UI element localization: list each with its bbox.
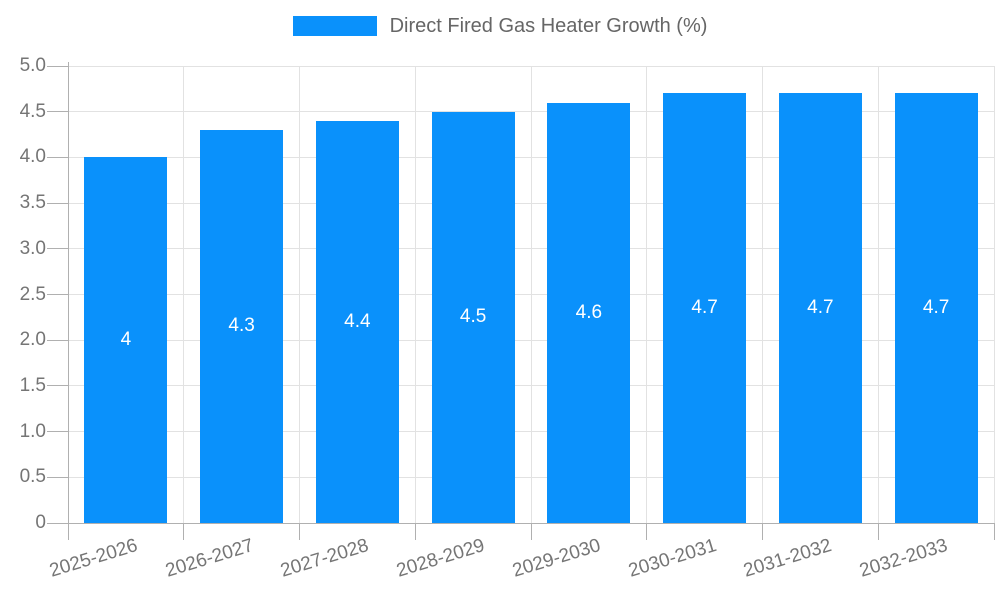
x-axis-tick (299, 523, 300, 540)
y-axis-tick (47, 522, 68, 524)
bar[interactable] (200, 129, 284, 523)
bar-value-label: 4.5 (459, 306, 487, 328)
y-axis-tick (47, 156, 68, 158)
bar[interactable] (894, 93, 978, 523)
bar-value-label: 4.7 (807, 297, 834, 319)
y-axis-label: 4.0 (19, 146, 46, 168)
legend-label[interactable]: Direct Fired Gas Heater Growth (%) (389, 15, 708, 37)
x-axis-tick (67, 523, 69, 540)
y-axis-tick (47, 339, 68, 341)
y-axis-tick (47, 476, 68, 478)
y-axis-label: 3.5 (19, 192, 46, 214)
y-axis-label: 3.0 (19, 237, 46, 259)
y-axis-label: 2.5 (19, 283, 46, 305)
x-axis-tick (183, 523, 185, 540)
bar[interactable] (431, 111, 515, 523)
gridline-vertical (530, 66, 532, 523)
y-axis-tick (47, 111, 68, 113)
y-axis-tick (47, 248, 68, 250)
y-axis-label: 0 (35, 512, 46, 533)
x-axis-tick (530, 523, 532, 540)
y-axis-tick (47, 385, 68, 387)
y-axis-tick (47, 65, 68, 67)
bar[interactable] (547, 102, 631, 523)
gridline-vertical (646, 66, 648, 523)
gridline-vertical (993, 66, 995, 523)
y-axis-tick (47, 431, 68, 433)
bar-value-label: 4.6 (575, 301, 603, 323)
gridline-vertical (762, 66, 763, 523)
gridline-vertical (877, 66, 879, 523)
bar-value-label: 4 (120, 329, 132, 351)
y-axis-line (68, 62, 69, 524)
gridline-vertical (183, 66, 185, 523)
y-axis-label: 0.5 (19, 466, 46, 488)
x-axis-tick (762, 523, 763, 540)
x-axis-tick (877, 523, 879, 540)
legend: Direct Fired Gas Heater Growth (%) (0, 0, 1000, 52)
bar-value-label: 4.7 (691, 297, 718, 319)
bar[interactable] (778, 93, 862, 523)
y-axis-label: 4.5 (19, 100, 46, 122)
bar-value-label: 4.7 (922, 297, 950, 319)
y-axis-label: 1.0 (19, 420, 46, 442)
bar[interactable] (663, 93, 747, 523)
bar[interactable] (84, 157, 168, 523)
bar[interactable] (315, 120, 399, 523)
x-axis-tick (993, 523, 995, 540)
x-axis-tick (414, 523, 416, 540)
x-axis-tick (646, 523, 648, 540)
y-axis-tick (47, 294, 68, 295)
legend-swatch[interactable] (292, 16, 377, 36)
bar-value-label: 4.4 (344, 310, 371, 332)
y-axis-label: 1.5 (19, 374, 46, 396)
gridline-vertical (414, 66, 416, 523)
y-axis-label: 2.0 (19, 329, 46, 351)
bar-value-label: 4.3 (228, 315, 255, 337)
y-axis-label: 5.0 (19, 55, 46, 76)
gridline-vertical (299, 66, 300, 523)
y-axis-tick (47, 202, 68, 204)
